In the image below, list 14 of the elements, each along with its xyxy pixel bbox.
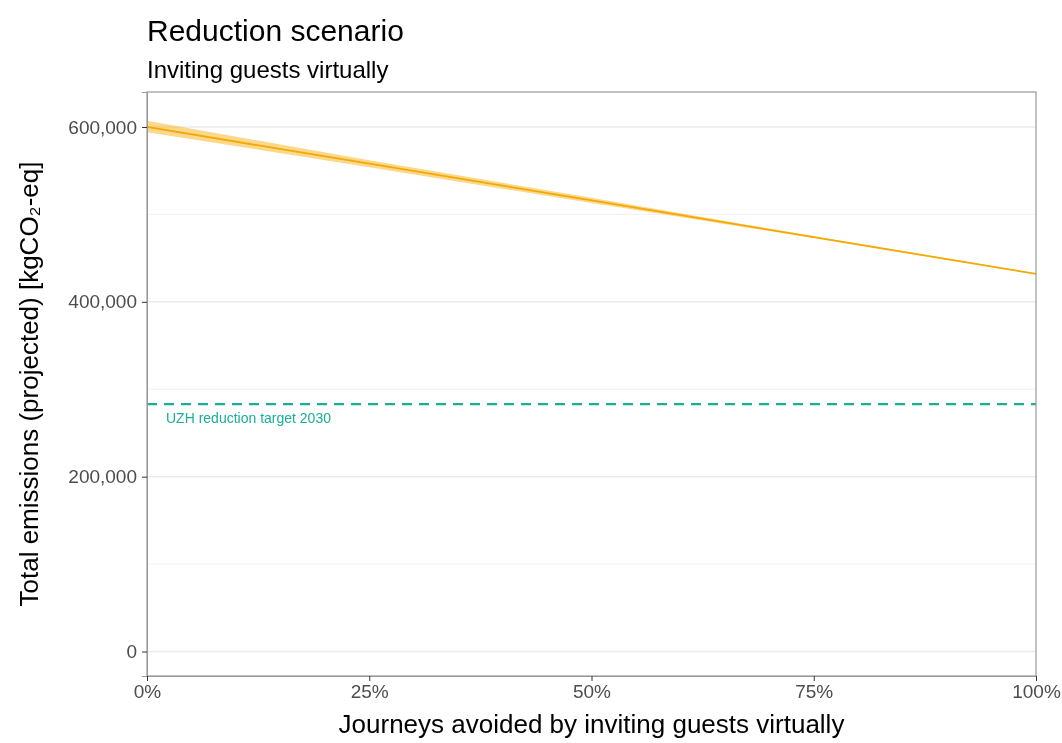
y-tick-label: 600,000: [68, 116, 137, 138]
chart-subtitle: Inviting guests virtually: [147, 56, 389, 83]
y-axis-title: Total emissions (projected) [kgCO₂-eq]: [14, 161, 44, 607]
x-tick-label: 100%: [1012, 681, 1061, 703]
chart-title: Reduction scenario: [147, 14, 404, 47]
y-tick-label: 0: [126, 641, 137, 663]
x-tick-label: 25%: [350, 681, 389, 703]
y-tick-label: 400,000: [68, 291, 137, 313]
x-tick-label: 75%: [795, 681, 834, 703]
x-tick-label: 50%: [572, 681, 612, 703]
x-tick-label: 0%: [133, 681, 162, 703]
x-axis-title: Journeys avoided by inviting guests virtually: [338, 709, 845, 739]
y-tick-label: 200,000: [68, 466, 137, 488]
ref-line-label: UZH reduction target 2030: [166, 410, 332, 427]
